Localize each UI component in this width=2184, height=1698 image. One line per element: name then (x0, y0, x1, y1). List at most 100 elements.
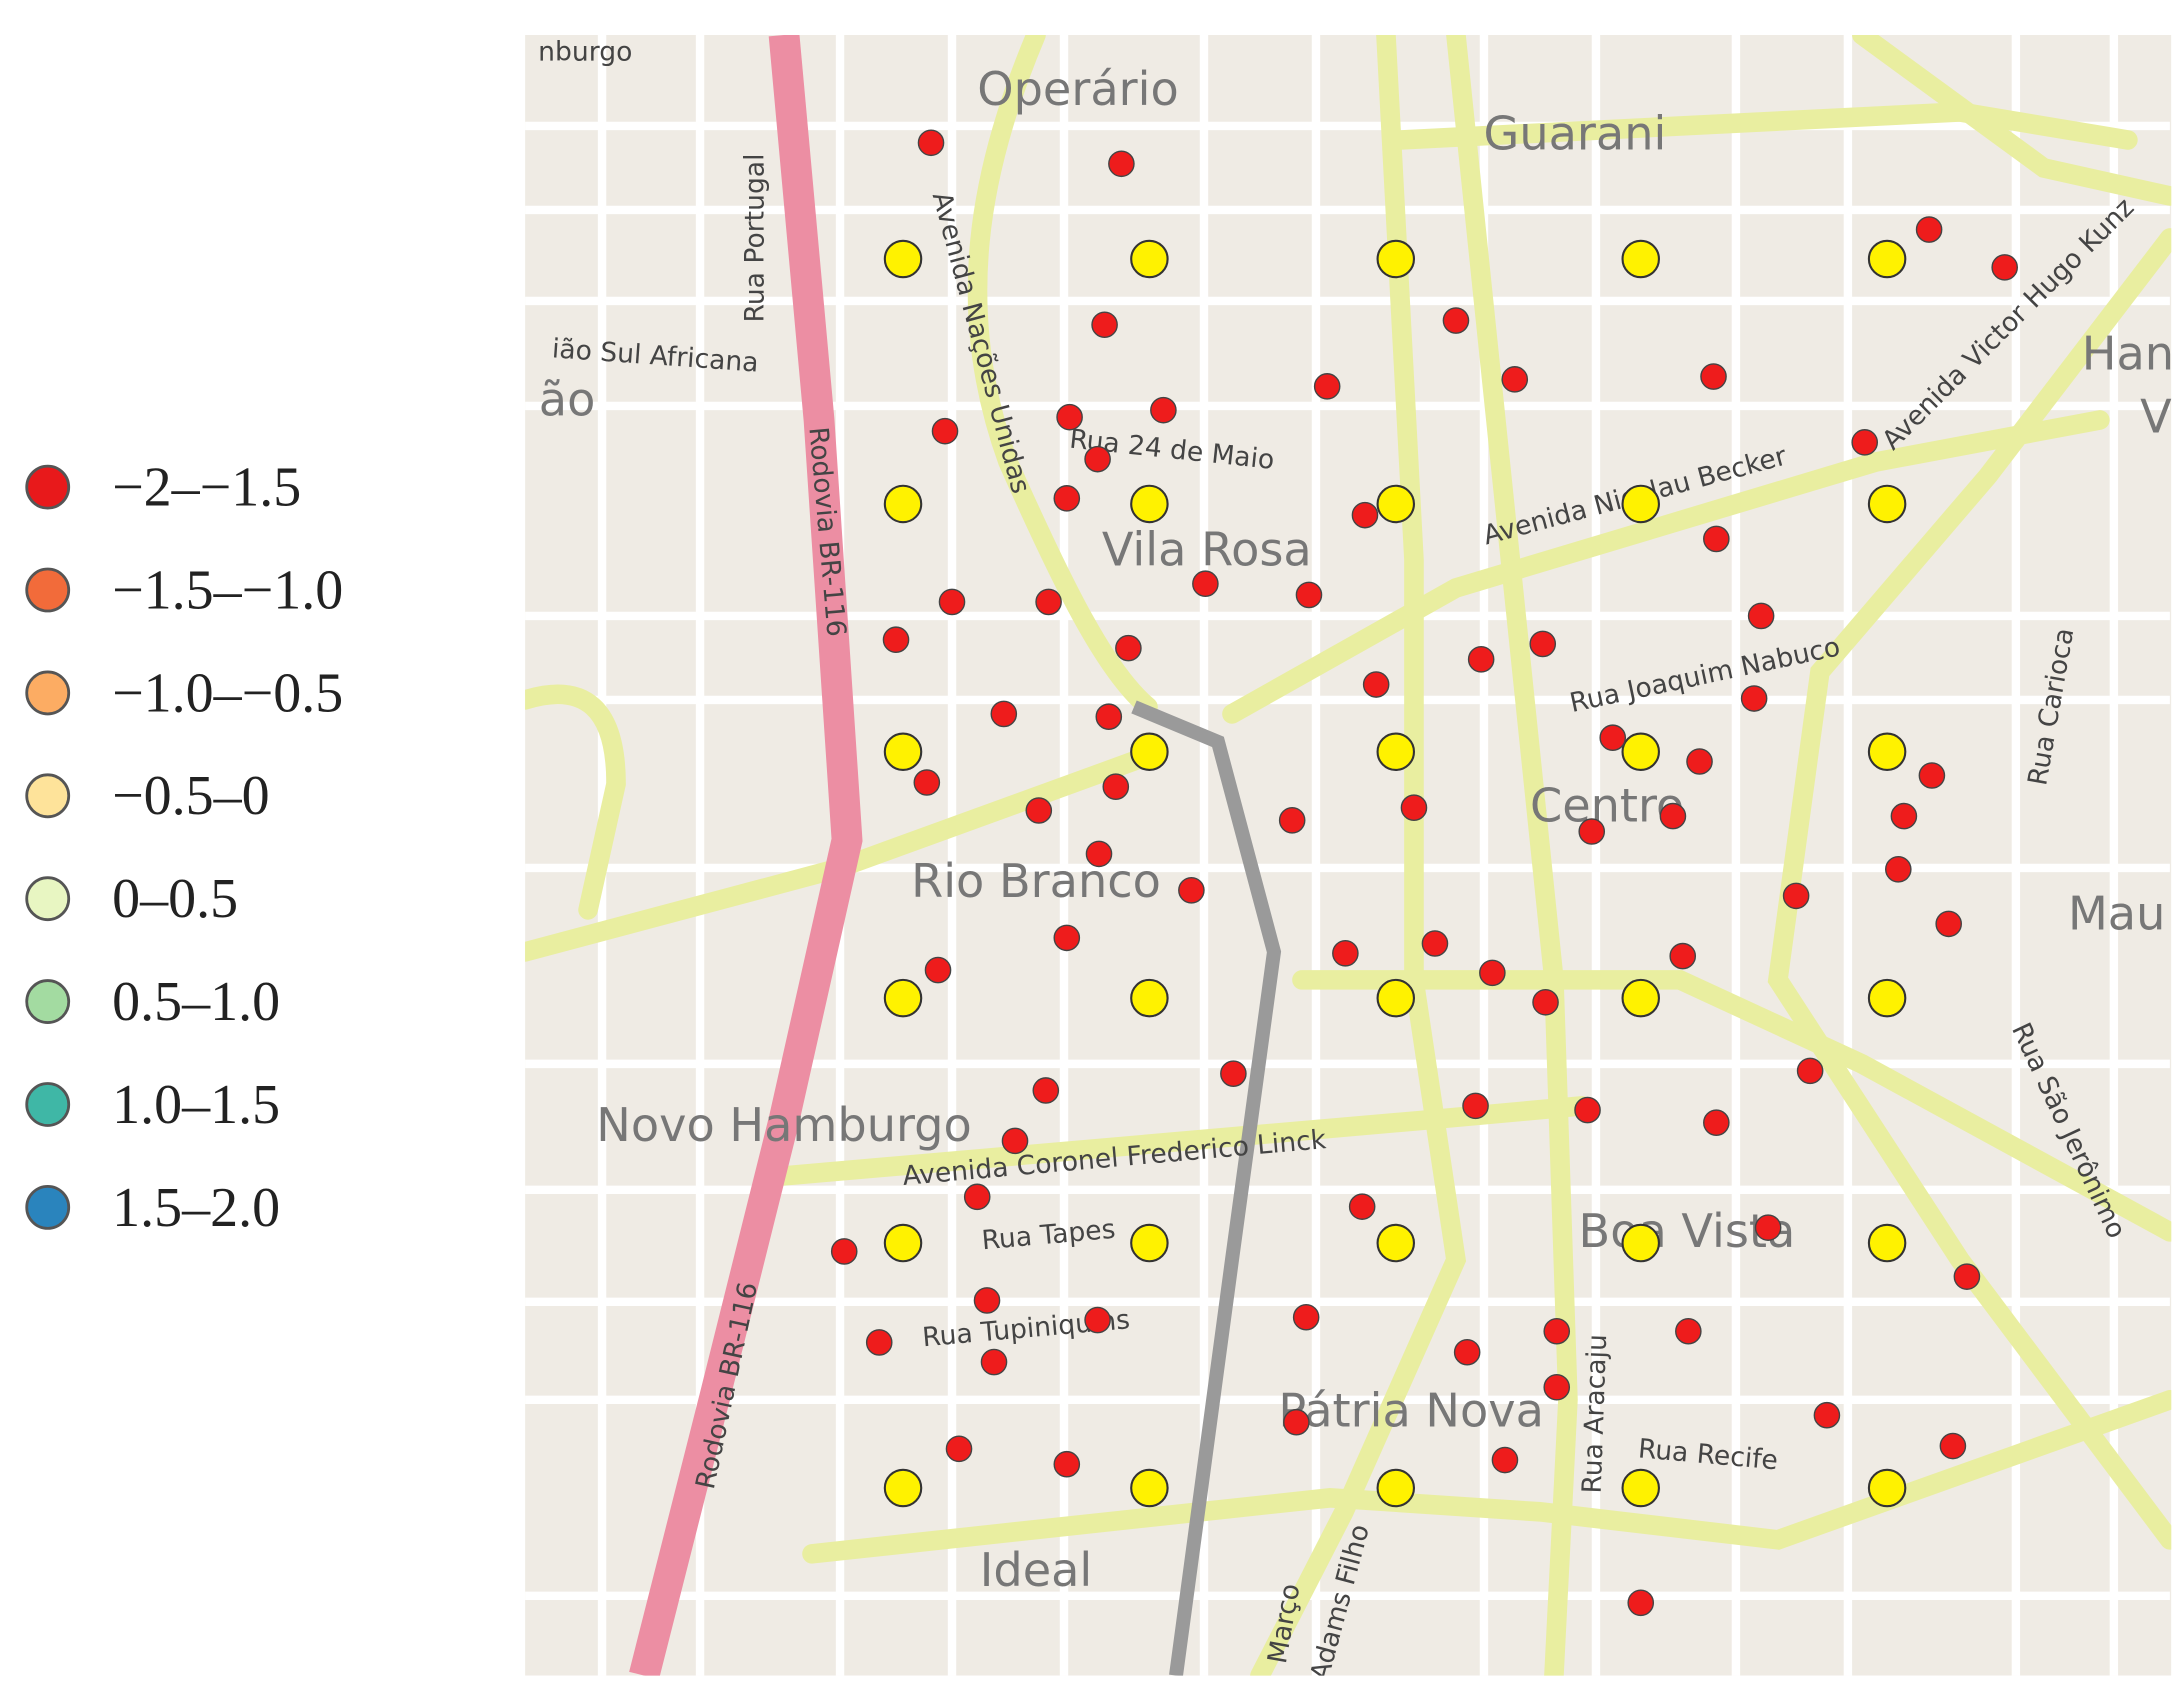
sample-point (1491, 1446, 1519, 1474)
sample-point (1703, 1109, 1730, 1136)
sample-point (1703, 525, 1730, 553)
sample-point (882, 626, 910, 654)
highway (629, 34, 863, 1676)
sample-point (1313, 373, 1341, 400)
legend-label: −1.5–−1.0 (112, 559, 343, 621)
sample-point (924, 956, 952, 984)
grid-point (1376, 1223, 1416, 1263)
sample-point (1851, 429, 1879, 456)
sample-point (1747, 602, 1775, 630)
sample-point (1915, 216, 1943, 243)
grid-point (1621, 1468, 1660, 1508)
sample-point (913, 769, 941, 796)
sample-point (1332, 939, 1359, 967)
grid-point (1376, 239, 1416, 279)
sample-point (1627, 1589, 1655, 1617)
place-label: ão (539, 373, 596, 427)
grid-point (1867, 1223, 1907, 1263)
sample-point (1400, 794, 1428, 822)
place-label: Han (2082, 326, 2174, 380)
place-label: Guarani (1484, 107, 1667, 161)
sample-point (1479, 959, 1506, 987)
grid-point (883, 1223, 923, 1263)
sample-point (1115, 634, 1142, 662)
sample-point (931, 417, 959, 445)
grid-point (1376, 484, 1416, 524)
grid-point (1376, 978, 1416, 1018)
sample-point (1686, 748, 1713, 775)
sample-point (990, 700, 1018, 728)
sample-point (1032, 1077, 1060, 1104)
sample-point (1796, 1057, 1824, 1085)
sample-point (1001, 1127, 1029, 1155)
sample-point (1501, 366, 1529, 393)
legend-swatch (25, 1082, 71, 1127)
grid-point (883, 239, 923, 279)
sample-point (1085, 840, 1113, 868)
sample-point (1890, 802, 1918, 830)
legend-swatch (25, 464, 71, 510)
sample-point (938, 588, 966, 616)
grid-point (1867, 732, 1907, 771)
sample-point (1669, 942, 1697, 970)
grid-point (1130, 239, 1169, 279)
place-label: Mau (2068, 886, 2165, 940)
sample-point (1935, 910, 1962, 938)
place-label: Novo Hamburgo (596, 1098, 971, 1152)
sample-point (1675, 1317, 1702, 1345)
sample-point (1220, 1060, 1247, 1087)
grid-point (1621, 239, 1660, 279)
grid-point (1130, 484, 1169, 524)
legend-label: 0–0.5 (112, 868, 238, 930)
sample-point (1091, 311, 1118, 339)
legend-label: 1.5–2.0 (112, 1177, 280, 1239)
sample-point (1056, 403, 1083, 431)
grid-point (1621, 732, 1660, 771)
sample-point (1351, 501, 1379, 529)
sample-point (1754, 1214, 1782, 1241)
legend-label: −2–−1.5 (112, 457, 301, 519)
legend-label: −1.0–−0.5 (112, 662, 343, 724)
sample-point (1529, 630, 1557, 658)
sample-point (1578, 818, 1606, 845)
sample-point (980, 1348, 1008, 1376)
sample-point (830, 1238, 858, 1265)
place-label: Ideal (980, 1543, 1092, 1597)
sample-point (1813, 1401, 1841, 1429)
sample-point (1918, 762, 1946, 789)
sample-point (1283, 1408, 1310, 1436)
grid-point (1867, 1468, 1907, 1508)
sample-point (1292, 1303, 1320, 1331)
legend-swatch (25, 979, 71, 1024)
sample-point (1543, 1317, 1571, 1345)
grid-point (883, 1468, 923, 1508)
grid-point (1130, 978, 1169, 1018)
sample-point (1442, 307, 1470, 334)
sample-point (1885, 855, 1912, 883)
legend-swatch (25, 1184, 71, 1230)
street-label: nburgo (538, 37, 632, 68)
sample-point (945, 1435, 973, 1463)
sample-point (1453, 1338, 1481, 1366)
sample-point (1348, 1193, 1376, 1220)
sample-point (1084, 1306, 1111, 1334)
grid-point (1621, 484, 1660, 524)
sample-point (1467, 646, 1495, 673)
sample-point (1053, 924, 1081, 952)
map: Operário Guarani Vila Rosa Centro Rio Branco… (525, 34, 2174, 1676)
legend-swatch (25, 773, 71, 819)
sample-point (1035, 588, 1062, 616)
legend-label: −0.5–0 (112, 765, 270, 827)
grid-point (883, 732, 923, 771)
sample-point (1700, 363, 1727, 390)
place-label: Rio Branco (911, 854, 1161, 908)
grid-point (1867, 239, 1907, 279)
sample-point (1084, 445, 1111, 473)
street-label: Rua Aracaju (1577, 1334, 1614, 1494)
sample-point (1192, 570, 1219, 598)
sample-point (1053, 1450, 1081, 1478)
sample-point (1278, 807, 1306, 834)
sample-point (1102, 773, 1130, 801)
sample-point (917, 129, 945, 157)
sample-point (1939, 1432, 1967, 1460)
